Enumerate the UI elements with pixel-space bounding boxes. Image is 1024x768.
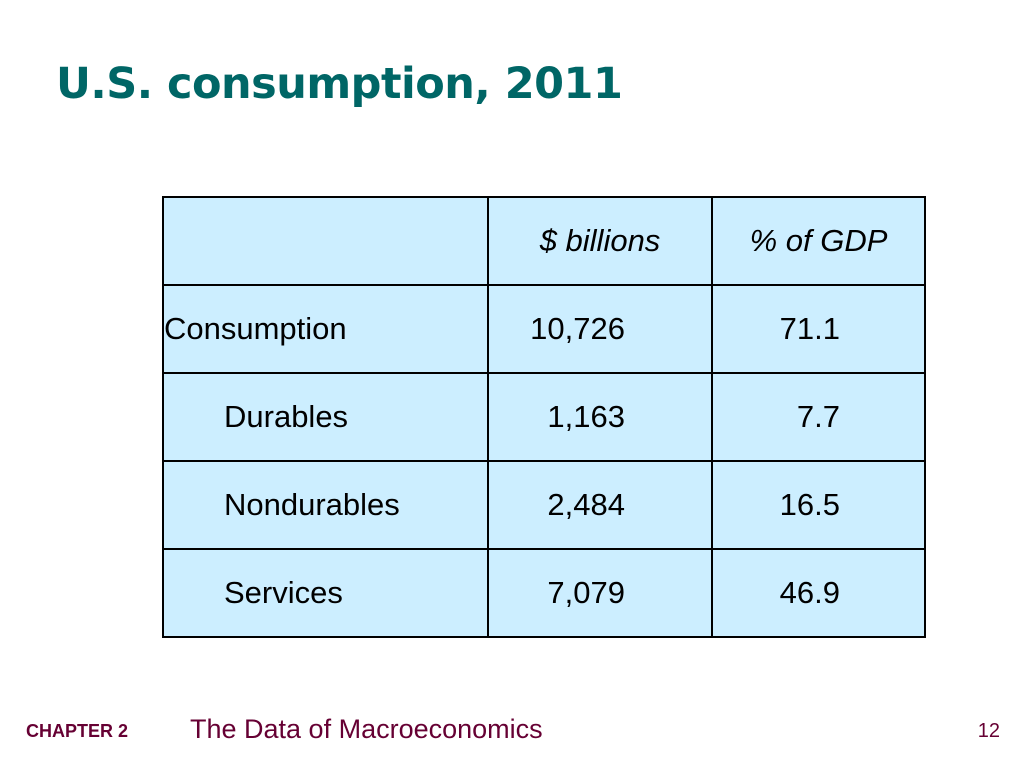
table-row: Nondurables 2,484 16.5 (162, 460, 926, 550)
table-header-row: $ billions % of GDP (162, 196, 926, 286)
footer-subject: The Data of Macroeconomics (190, 714, 543, 744)
percent-gdp-value: 7.7 (711, 372, 926, 462)
header-billions: $ billions (487, 196, 713, 286)
row-label: Services (162, 548, 489, 638)
billions-value: 10,726 (487, 284, 713, 374)
row-label: Durables (162, 372, 489, 462)
slide-title: U.S. consumption, 2011 (56, 59, 623, 109)
page-number: 12 (977, 720, 1000, 742)
percent-gdp-value: 46.9 (711, 548, 926, 638)
header-empty-cell (162, 196, 489, 286)
billions-value: 7,079 (487, 548, 713, 638)
header-percent-gdp: % of GDP (711, 196, 926, 286)
percent-gdp-value: 16.5 (711, 460, 926, 550)
row-label: Nondurables (162, 460, 489, 550)
billions-value: 1,163 (487, 372, 713, 462)
billions-value: 2,484 (487, 460, 713, 550)
consumption-table: $ billions % of GDP Consumption 10,726 7… (162, 196, 926, 638)
row-label: Consumption (162, 284, 489, 374)
table-row: Durables 1,163 7.7 (162, 372, 926, 462)
percent-gdp-value: 71.1 (711, 284, 926, 374)
footer-chapter: CHAPTER 2 (26, 721, 129, 741)
table-row: Consumption 10,726 71.1 (162, 284, 926, 374)
table-row: Services 7,079 46.9 (162, 548, 926, 638)
